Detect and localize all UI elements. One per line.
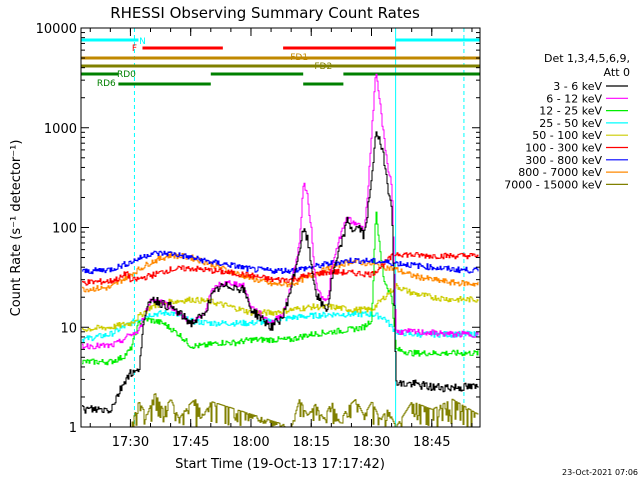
chart-title: RHESSI Observing Summary Count Rates <box>110 4 420 22</box>
legend-label-6: 300 - 800 keV <box>525 154 602 167</box>
status-label-rd6: RD6 <box>97 79 116 89</box>
status-label-f: F <box>132 44 137 54</box>
series-line-300-800-kev <box>82 250 479 275</box>
y-tick-label-1: 10 <box>60 321 77 336</box>
series-line-12-25-kev <box>82 211 479 366</box>
legend-label-7: 800 - 7000 keV <box>518 166 602 179</box>
legend-label-4: 50 - 100 keV <box>532 129 602 142</box>
x-tick-label-1: 17:45 <box>172 435 209 450</box>
x-tick-label-2: 18:00 <box>232 435 269 450</box>
series-line-7000-15000-kev <box>82 393 479 428</box>
x-tick-label-3: 18:15 <box>293 435 330 450</box>
x-tick-label-5: 18:45 <box>413 435 450 450</box>
series-line-800-7000-kev <box>82 252 479 293</box>
timestamp-label: 23-Oct-2021 07:06 <box>562 468 638 477</box>
x-axis-label: Start Time (19-Oct-13 17:17:42) <box>175 457 385 472</box>
axes-layer: 1 10 100 1000 10000 17:30 17:45 18:00 18:15 18:30… <box>36 22 480 450</box>
legend-label-5: 100 - 300 keV <box>525 142 602 155</box>
y-tick-label-0: 1 <box>69 421 77 436</box>
y-tick-label-2: 100 <box>52 222 77 237</box>
legend-label-8: 7000 - 15000 keV <box>504 178 602 191</box>
status-label-rd0: RD0 <box>117 70 136 80</box>
status-label-fd2: FD2 <box>314 62 332 72</box>
series-line-3-6-kev <box>82 131 479 414</box>
legend-label-2: 12 - 25 keV <box>539 105 602 118</box>
legend-label-3: 25 - 50 keV <box>539 117 602 130</box>
legend-label-0: 3 - 6 keV <box>553 80 602 93</box>
status-label-n: N <box>139 37 146 47</box>
status-label-fd1: FD1 <box>290 53 308 63</box>
y-axis-label: Count Rate (s⁻¹ detector⁻¹) <box>9 140 24 317</box>
y-tick-label-3: 1000 <box>44 122 77 137</box>
series-line-100-300-kev <box>82 252 479 286</box>
y-tick-label-4: 10000 <box>36 22 77 37</box>
x-tick-label-0: 17:30 <box>112 435 149 450</box>
x-tick-label-4: 18:30 <box>353 435 390 450</box>
legend-header-line2: Att 0 <box>604 66 630 79</box>
legend-header-line1: Det 1,3,4,5,6,9, <box>544 52 630 65</box>
legend-label-1: 6 - 12 keV <box>546 92 602 105</box>
